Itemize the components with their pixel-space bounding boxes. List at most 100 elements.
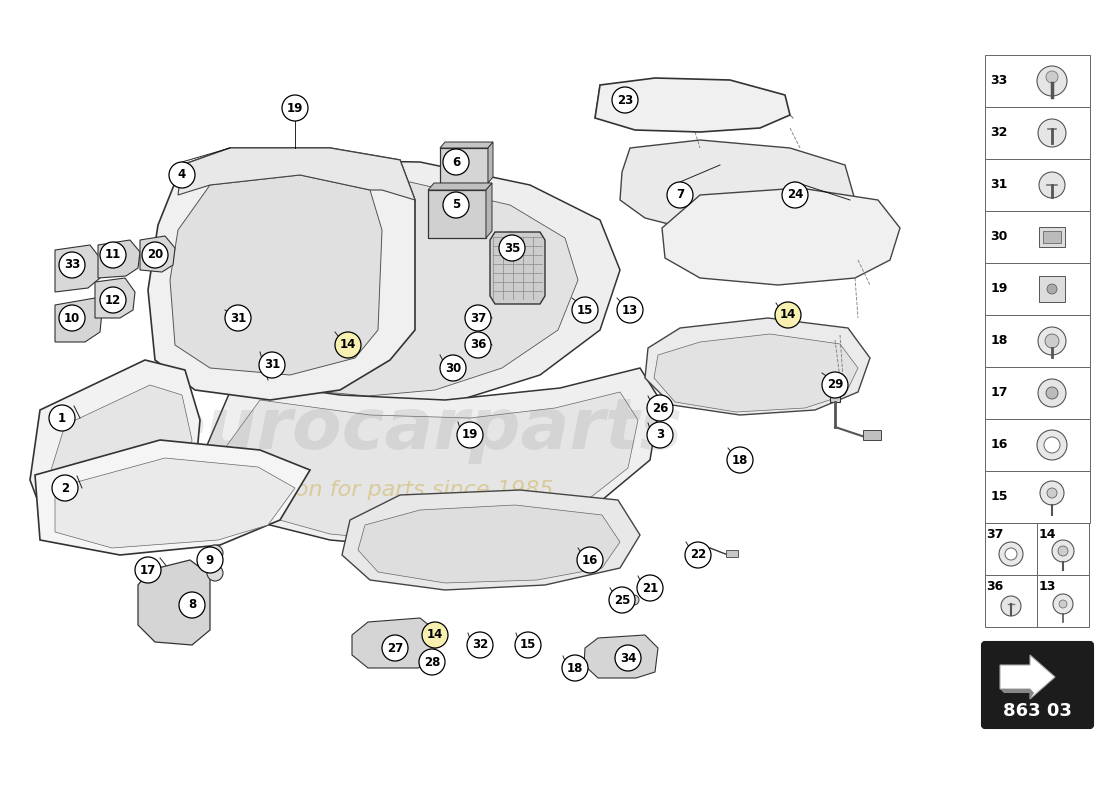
Circle shape xyxy=(1059,600,1067,608)
Text: 17: 17 xyxy=(140,563,156,577)
Circle shape xyxy=(1045,334,1059,348)
Circle shape xyxy=(282,95,308,121)
Text: 33: 33 xyxy=(990,74,1008,87)
Text: 15: 15 xyxy=(990,490,1008,503)
Text: 1: 1 xyxy=(58,411,66,425)
Circle shape xyxy=(999,542,1023,566)
Bar xyxy=(984,159,1090,211)
Circle shape xyxy=(468,632,493,658)
Polygon shape xyxy=(170,175,382,375)
Text: 22: 22 xyxy=(690,549,706,562)
Polygon shape xyxy=(240,160,620,410)
Polygon shape xyxy=(205,368,660,548)
Polygon shape xyxy=(490,232,544,304)
Bar xyxy=(830,374,840,402)
Circle shape xyxy=(615,645,641,671)
Bar xyxy=(984,523,1037,575)
Circle shape xyxy=(456,422,483,448)
Polygon shape xyxy=(645,318,870,415)
Text: a passion for parts since 1985: a passion for parts since 1985 xyxy=(217,480,553,500)
Circle shape xyxy=(169,162,195,188)
Polygon shape xyxy=(55,458,295,548)
Text: 13: 13 xyxy=(1038,581,1056,594)
Text: 3: 3 xyxy=(656,429,664,442)
Polygon shape xyxy=(138,560,210,645)
Text: 14: 14 xyxy=(780,309,796,322)
Bar xyxy=(984,107,1090,159)
Text: 37: 37 xyxy=(987,529,1003,542)
Bar xyxy=(984,419,1090,471)
Circle shape xyxy=(572,297,598,323)
Text: 19: 19 xyxy=(990,282,1008,295)
Text: eurocarparts: eurocarparts xyxy=(156,395,683,465)
Text: 25: 25 xyxy=(614,594,630,606)
Circle shape xyxy=(1038,379,1066,407)
Circle shape xyxy=(1040,481,1064,505)
Text: 15: 15 xyxy=(576,303,593,317)
Circle shape xyxy=(667,182,693,208)
Text: 19: 19 xyxy=(287,102,304,114)
Circle shape xyxy=(440,355,466,381)
Text: 18: 18 xyxy=(566,662,583,674)
Circle shape xyxy=(465,332,491,358)
Polygon shape xyxy=(488,142,493,183)
Polygon shape xyxy=(358,505,620,583)
Circle shape xyxy=(1037,66,1067,96)
Text: 30: 30 xyxy=(990,230,1008,243)
Text: 2: 2 xyxy=(60,482,69,494)
Circle shape xyxy=(336,332,361,358)
Circle shape xyxy=(207,565,223,581)
Text: 4: 4 xyxy=(178,169,186,182)
Bar xyxy=(984,471,1090,523)
Circle shape xyxy=(1047,488,1057,498)
Text: 10: 10 xyxy=(64,311,80,325)
Bar xyxy=(440,148,488,183)
Polygon shape xyxy=(584,635,658,678)
Bar xyxy=(1040,276,1065,302)
FancyBboxPatch shape xyxy=(982,642,1093,728)
Text: 31: 31 xyxy=(990,178,1008,191)
Text: 16: 16 xyxy=(990,438,1008,451)
Circle shape xyxy=(647,422,673,448)
Circle shape xyxy=(100,287,126,313)
Bar xyxy=(1037,575,1089,627)
Circle shape xyxy=(685,542,711,568)
Circle shape xyxy=(562,655,588,681)
Text: 26: 26 xyxy=(652,402,668,414)
Circle shape xyxy=(1037,430,1067,460)
Text: 23: 23 xyxy=(617,94,634,106)
Polygon shape xyxy=(48,385,192,530)
Circle shape xyxy=(578,547,603,573)
Circle shape xyxy=(499,235,525,261)
Text: 31: 31 xyxy=(264,358,280,371)
Text: 32: 32 xyxy=(990,126,1008,139)
Bar xyxy=(984,263,1090,315)
Circle shape xyxy=(100,242,126,268)
Polygon shape xyxy=(654,334,858,412)
Text: 14: 14 xyxy=(1038,529,1056,542)
Circle shape xyxy=(1047,284,1057,294)
Text: 7: 7 xyxy=(675,189,684,202)
Bar xyxy=(984,55,1090,107)
Polygon shape xyxy=(352,618,434,668)
Text: 16: 16 xyxy=(582,554,598,566)
Text: 36: 36 xyxy=(987,581,1003,594)
Polygon shape xyxy=(95,278,135,318)
Circle shape xyxy=(776,302,801,328)
Text: 31: 31 xyxy=(230,311,246,325)
Polygon shape xyxy=(1030,689,1034,699)
Bar xyxy=(1043,231,1062,243)
Circle shape xyxy=(1005,548,1018,560)
Polygon shape xyxy=(1000,655,1055,699)
Circle shape xyxy=(59,252,85,278)
Bar xyxy=(1040,227,1065,247)
Bar xyxy=(726,550,738,557)
Circle shape xyxy=(1040,172,1065,198)
Text: 30: 30 xyxy=(444,362,461,374)
Text: 35: 35 xyxy=(504,242,520,254)
Polygon shape xyxy=(220,392,638,542)
Text: 18: 18 xyxy=(732,454,748,466)
Polygon shape xyxy=(35,440,310,555)
Bar xyxy=(984,315,1090,367)
Polygon shape xyxy=(1000,689,1034,693)
